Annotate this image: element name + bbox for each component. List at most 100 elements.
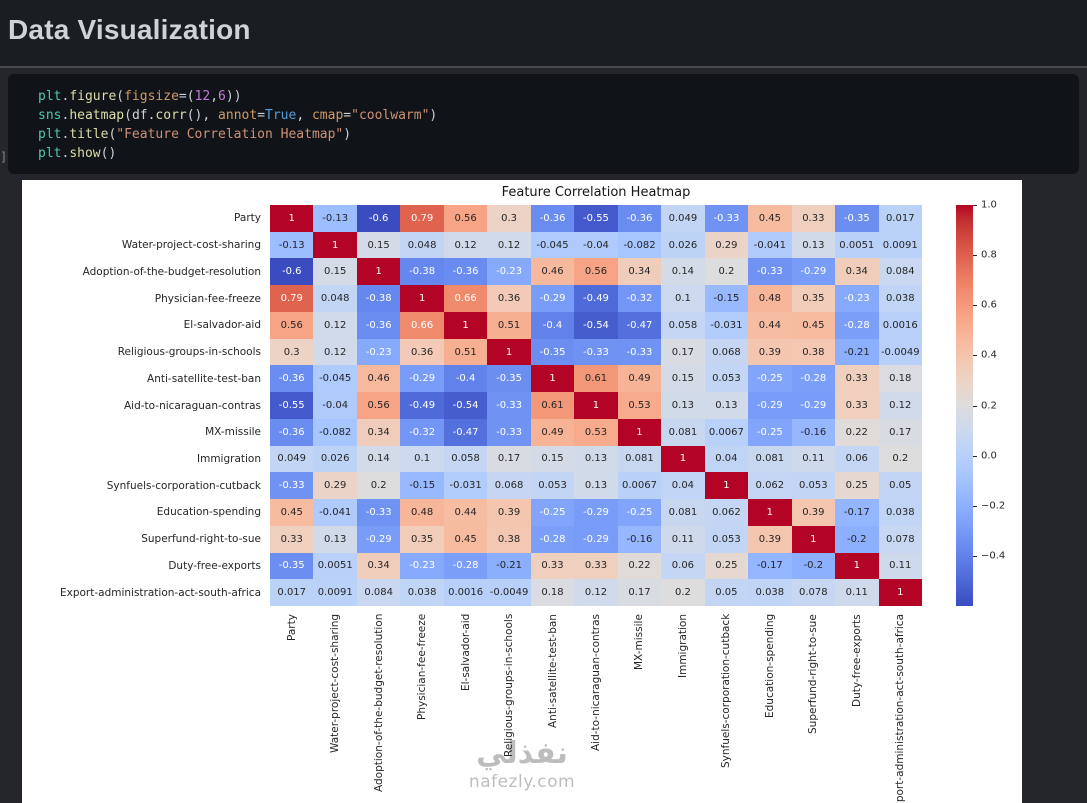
heatmap-cell: 0.33 [791, 205, 836, 232]
heatmap-cell: -0.36 [270, 365, 314, 393]
code-token: , [296, 108, 312, 123]
heatmap-cell: 0.79 [270, 285, 314, 312]
colorbar-tick [973, 255, 977, 257]
heatmap-cell: 0.33 [835, 365, 879, 393]
y-tick-label: Party [234, 212, 261, 225]
heatmap-cell: 0.35 [791, 285, 836, 312]
heatmap-cell: 0.36 [400, 338, 444, 366]
heatmap-cell: -0.15 [704, 285, 749, 312]
colorbar-tick [973, 555, 977, 557]
heatmap-cell: -0.28 [835, 311, 879, 339]
code-token: ( [124, 108, 132, 123]
heatmap-cell: -0.33 [356, 499, 401, 526]
heatmap-cell: 0.2 [704, 258, 749, 286]
heatmap-cell: -0.041 [313, 499, 357, 526]
code-token: df [131, 108, 148, 123]
code-token: () [186, 108, 203, 123]
heatmap-cell: 0.39 [791, 499, 836, 526]
heatmap-cell: 0.56 [270, 311, 314, 339]
heatmap-cell: 0.13 [574, 472, 618, 500]
code-token: True [265, 108, 297, 123]
colorbar-tick-label: 0.8 [981, 249, 997, 261]
x-tick-label: Export-administration-act-south-africa [894, 614, 907, 803]
heatmap-cell: 0.17 [661, 338, 705, 366]
heatmap-cell: -0.29 [791, 392, 836, 419]
heatmap-cell: 0.12 [574, 579, 618, 606]
code-block: plt.figure(figsize=(12,6)) sns.heatmap(df… [8, 74, 1079, 174]
heatmap-cell: 0.39 [748, 525, 792, 553]
heatmap-cell: 0.04 [704, 445, 749, 473]
heatmap-cell: 0.0016 [878, 311, 922, 339]
heatmap-cell: -0.25 [617, 499, 662, 526]
heatmap-cell: 0.48 [400, 499, 444, 526]
heatmap-cell: -0.35 [530, 338, 575, 366]
heatmap-cell: 1 [530, 365, 575, 393]
code-line: plt.show() [38, 144, 1049, 163]
heatmap-cell: -0.23 [400, 552, 444, 580]
heatmap-cell: 0.13 [574, 445, 618, 473]
heatmap-cell: 0.66 [443, 285, 488, 312]
heatmap-cell: -0.29 [356, 525, 401, 553]
x-tick-label: Aid-to-nicaraguan-contras [590, 614, 602, 751]
heatmap-cell: -0.55 [270, 392, 314, 419]
stray-bracket: ] [0, 150, 8, 164]
colorbar-tick-label: 1.0 [981, 199, 997, 211]
heatmap-figure: Feature Correlation Heatmap 1 -0.13 -0.6 0.… [22, 180, 1022, 803]
code-token: figure [69, 89, 117, 104]
heatmap-cell: -0.13 [270, 231, 314, 259]
code-token: plt [38, 127, 62, 142]
y-tick-label: Adoption-of-the-budget-resolution [82, 265, 261, 278]
heatmap-cell: -0.33 [487, 392, 531, 419]
heatmap-cell: 0.12 [487, 231, 531, 259]
heatmap-cell: 0.22 [617, 552, 662, 580]
heatmap-cell: 0.038 [400, 579, 444, 606]
y-tick-label: Anti-satellite-test-ban [147, 372, 261, 385]
heatmap-cell: 1 [835, 552, 879, 580]
heatmap-cell: 0.38 [487, 525, 531, 553]
colorbar [956, 205, 973, 606]
heatmap-cell: 0.053 [704, 525, 749, 553]
code-token: 12 [194, 89, 211, 104]
heatmap-cell: 0.1 [661, 285, 705, 312]
heatmap-cell: 1 [356, 258, 401, 286]
watermark-arabic: نفذلي [476, 736, 568, 771]
heatmap-cell: 1 [443, 311, 488, 339]
heatmap-cell: 0.3 [270, 338, 314, 366]
heatmap-cell: 0.39 [748, 338, 792, 366]
x-tick-label: Adoption-of-the-budget-resolution [372, 614, 385, 793]
heatmap-cell: -0.36 [617, 205, 662, 232]
x-tick-label: Immigration [676, 614, 689, 678]
heatmap-cell: -0.49 [574, 285, 618, 312]
heatmap-cell: 0.058 [661, 311, 705, 339]
heatmap-cell: -0.54 [574, 311, 618, 339]
x-tick-label: Religious-groups-in-schools [503, 614, 516, 758]
heatmap-cell: 0.0051 [313, 552, 357, 580]
heatmap-cell: 1 [574, 392, 618, 419]
heatmap-cell: -0.33 [704, 205, 749, 232]
heatmap-cell: -0.29 [574, 499, 618, 526]
colorbar-tick [973, 505, 977, 507]
heatmap-cell: 0.058 [443, 445, 488, 473]
heatmap-cell: 0.34 [356, 552, 401, 580]
colorbar-tick [973, 205, 977, 206]
code-token: , [210, 89, 219, 104]
code-token: cmap [311, 108, 344, 123]
heatmap-cell: 0.068 [487, 472, 531, 500]
heatmap-cell: 0.062 [704, 499, 749, 526]
y-tick-label: Religious-groups-in-schools [117, 346, 261, 359]
heatmap-cell: -0.35 [270, 552, 314, 580]
heatmap-cell: 1 [313, 231, 357, 259]
colorbar-tick [973, 305, 977, 307]
heatmap-cell: 0.2 [661, 579, 705, 606]
heatmap-cell: 1 [661, 445, 705, 473]
heatmap-cell: 0.53 [617, 392, 662, 419]
heatmap-cell: 0.34 [835, 258, 879, 286]
code-token: figsize [124, 89, 179, 104]
heatmap-cell: -0.031 [704, 311, 749, 339]
heatmap-cell: -0.6 [270, 258, 314, 286]
heatmap-cell: 0.05 [878, 472, 922, 500]
heatmap-cell: 0.04 [661, 472, 705, 500]
heatmap-cell: 0.1 [400, 445, 444, 473]
heatmap-cell: 0.36 [487, 285, 531, 312]
code-token: ) [429, 108, 438, 123]
